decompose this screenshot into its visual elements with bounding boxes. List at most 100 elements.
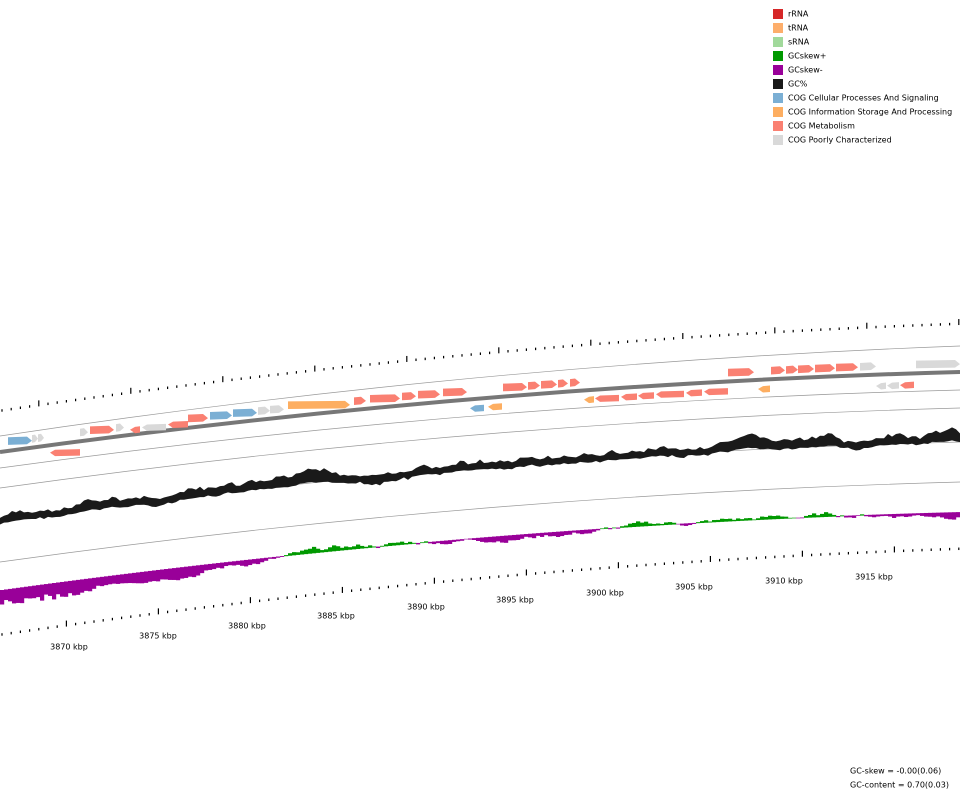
gc-skew-negative (192, 565, 197, 578)
gc-skew-positive (640, 522, 645, 527)
gc-content-summary: GC-content = 0.70(0.03) (850, 781, 949, 790)
scale-label: 3870 kbp (50, 643, 88, 652)
gc-skew-negative (212, 563, 217, 570)
gc-skew-positive (300, 550, 305, 555)
gc-skew-negative (12, 588, 17, 604)
legend-label: COG Information Storage And Processing (788, 108, 952, 117)
gc-skew-negative (76, 579, 81, 595)
gc-skew-negative (116, 574, 121, 584)
gc-skew-positive (348, 547, 353, 550)
gc-skew-negative (88, 578, 93, 592)
gc-skew-negative (588, 529, 593, 534)
gc-skew-negative (436, 541, 441, 544)
gc-skew-positive (372, 546, 377, 548)
gene (188, 414, 208, 423)
gc-skew-positive (336, 546, 341, 551)
gc-skew-negative (196, 565, 201, 576)
legend-swatch (773, 9, 783, 19)
gc-skew-positive (284, 555, 289, 557)
gc-skew-negative (876, 514, 881, 517)
legend-swatch (773, 93, 783, 103)
gc-skew-positive (392, 542, 397, 546)
gc-skew-negative (132, 572, 137, 584)
gc-skew-negative (928, 512, 933, 517)
gc-skew-negative (956, 512, 960, 518)
gc-skew-positive (664, 522, 669, 526)
gc-skew-positive (656, 523, 661, 526)
gc-skew-negative (172, 568, 177, 580)
gc-skew-positive (744, 518, 749, 521)
gc-skew-negative (124, 573, 129, 584)
legend-label: COG Metabolism (788, 122, 855, 131)
gc-skew-negative (608, 528, 613, 530)
gc-skew-negative (880, 514, 885, 517)
gc-skew-positive (648, 523, 653, 527)
gc-skew-positive (708, 521, 713, 523)
scale-label: 3875 kbp (139, 632, 177, 641)
gc-skew-negative (800, 517, 805, 519)
gc-skew-positive (312, 546, 317, 554)
gc-skew-positive (736, 518, 741, 522)
gc-skew-negative (592, 529, 597, 532)
guide-line (0, 407, 960, 489)
gc-skew-negative (24, 586, 29, 599)
gc-skew-positive (768, 515, 773, 520)
gc-skew-positive (668, 522, 673, 525)
gc-skew-positive (860, 514, 865, 516)
gc-skew-negative (904, 513, 909, 518)
gc-skew-positive (748, 518, 753, 521)
gc-skew-negative (884, 514, 889, 516)
gc-skew-positive (780, 516, 785, 519)
gc-skew-positive (760, 516, 765, 520)
gc-skew-negative (520, 534, 525, 539)
gc-content (0, 427, 960, 525)
gc-skew-positive (352, 546, 357, 550)
gc-skew-negative (236, 560, 241, 565)
gc-skew-negative (80, 579, 85, 593)
gc-skew-negative (28, 586, 33, 599)
gc-skew-negative (892, 513, 897, 518)
gene (656, 390, 684, 398)
gc-skew-positive (704, 520, 709, 523)
gene (443, 388, 467, 397)
gc-skew-positive (784, 516, 789, 519)
gene (130, 426, 140, 434)
gc-skew-positive (660, 523, 665, 526)
gc-skew-negative (496, 536, 501, 542)
backbone (0, 370, 960, 454)
legend-label: COG Cellular Processes And Signaling (788, 94, 939, 103)
gene (488, 403, 502, 411)
gc-skew-positive (756, 518, 761, 521)
gc-skew-negative (692, 522, 697, 524)
gc-skew-negative (924, 512, 929, 517)
gene (860, 362, 876, 371)
gc-skew-positive (328, 547, 333, 552)
gene (38, 433, 44, 442)
gc-skew-positive (696, 522, 701, 524)
gc-skew-positive (788, 517, 793, 519)
gc-skew-negative (200, 564, 205, 574)
gc-skew-negative (112, 575, 117, 584)
gc-skew-negative (264, 557, 269, 561)
legend-swatch (773, 135, 783, 145)
gc-skew-negative (128, 573, 133, 584)
gene (258, 406, 270, 415)
gc-skew-positive (772, 516, 777, 520)
legend-swatch (773, 121, 783, 131)
gc-skew-positive (672, 522, 677, 525)
gc-skew-negative (252, 559, 257, 564)
gene (876, 382, 886, 390)
gc-skew-negative (948, 512, 953, 520)
gc-skew-negative (472, 538, 477, 540)
gc-skew-positive (628, 523, 633, 528)
legend-label: GCskew- (788, 66, 823, 75)
gene (32, 434, 38, 443)
gc-skew-positive (808, 514, 813, 518)
gene (418, 390, 440, 399)
gc-skew-negative (84, 578, 89, 591)
gc-skew-negative (488, 536, 493, 543)
gene (80, 428, 88, 437)
gc-skew-negative (560, 531, 565, 537)
gc-skew-positive (636, 521, 641, 527)
